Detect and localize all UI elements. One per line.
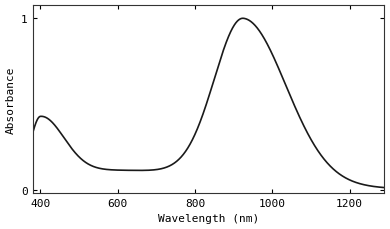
X-axis label: Wavelength (nm): Wavelength (nm) [158, 213, 259, 224]
Y-axis label: Absorbance: Absorbance [5, 66, 16, 133]
